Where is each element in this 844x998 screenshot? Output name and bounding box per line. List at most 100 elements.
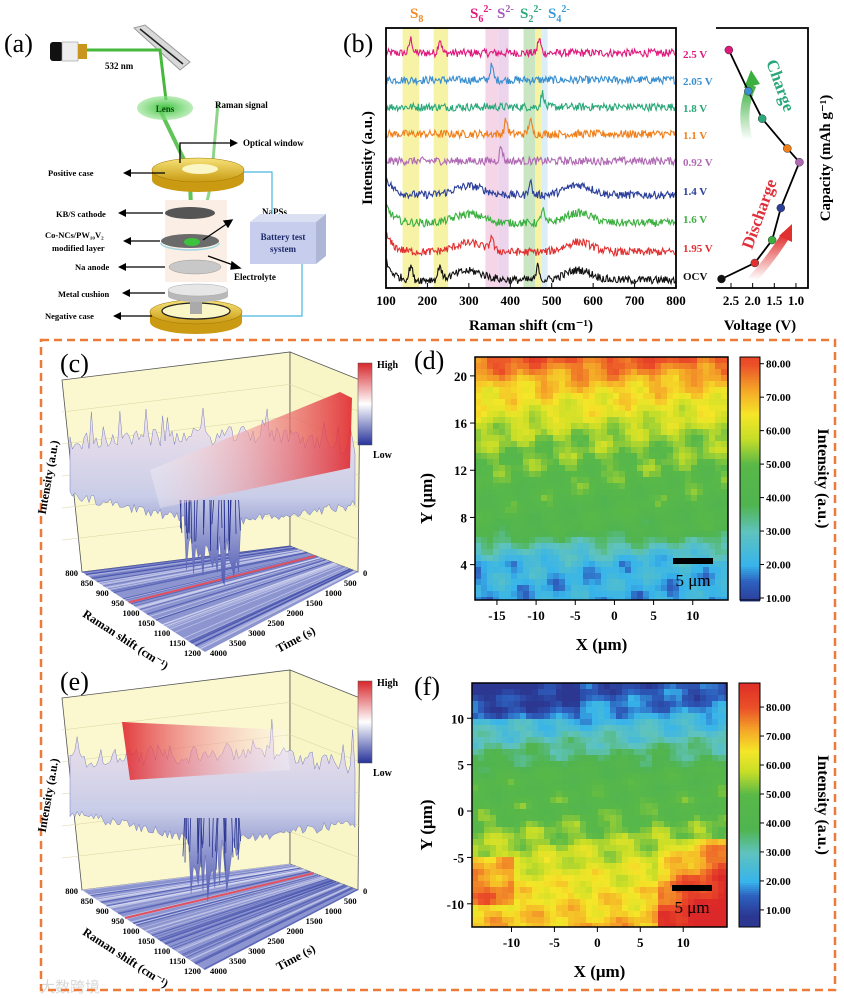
heatmap-cell <box>598 707 605 714</box>
colorbar-segment <box>739 921 760 924</box>
heatmap-cell <box>694 857 701 864</box>
heatmap-cell <box>505 597 512 601</box>
heatmap-cell <box>577 393 584 400</box>
heatmap-cell <box>514 743 521 750</box>
heatmap-cell <box>634 833 641 840</box>
heatmap-cell <box>571 597 578 601</box>
heatmap-cell <box>475 465 482 472</box>
heatmap-cell <box>718 797 725 804</box>
heatmap-cell <box>508 773 515 780</box>
heatmap-cell <box>523 411 530 418</box>
heatmap-cell <box>544 785 551 792</box>
heatmap-cell <box>478 737 485 744</box>
heatmap-cell <box>577 399 584 406</box>
heatmap-cell <box>544 749 551 756</box>
heatmap-cell <box>538 797 545 804</box>
heatmap-cell <box>697 429 704 436</box>
heatmap-cell <box>598 731 605 738</box>
colorbar-tick-label: 50.00 <box>766 459 791 471</box>
heatmap-cell <box>550 911 557 918</box>
heatmap-cell <box>607 585 614 592</box>
heatmap-cell <box>577 549 584 556</box>
heatmap-cell <box>688 893 695 900</box>
colorbar-segment <box>739 811 760 814</box>
heatmap-cell <box>562 809 569 816</box>
heatmap-cell <box>712 923 719 928</box>
heatmap-cell <box>595 393 602 400</box>
heatmap-cell <box>622 917 629 924</box>
heatmap-cell <box>652 851 659 858</box>
colorbar-segment <box>739 785 760 788</box>
heatmap-cell <box>679 573 686 580</box>
heatmap-cell <box>487 465 494 472</box>
heatmap-cell <box>535 507 542 514</box>
heatmap-cell <box>505 387 512 394</box>
heatmap-cell <box>520 755 527 762</box>
raman-shift-tick-label: 950 <box>111 598 124 608</box>
heatmap-cell <box>703 567 710 574</box>
surface-spike <box>203 499 205 535</box>
heatmap-cell <box>481 567 488 574</box>
heatmap-cell <box>550 719 557 726</box>
heatmap-cell <box>622 827 629 834</box>
heatmap-cell <box>535 495 542 502</box>
heatmap-cell <box>631 471 638 478</box>
heatmap-cell <box>628 887 635 894</box>
heatmap-cell <box>559 465 566 472</box>
heatmap-cell <box>634 713 641 720</box>
heatmap-cell <box>694 707 701 714</box>
heatmap-cell <box>571 453 578 460</box>
colorbar-segment <box>739 845 760 848</box>
heatmap-cell <box>652 713 659 720</box>
heatmap-cell <box>598 833 605 840</box>
colorbar-segment <box>740 577 760 580</box>
heatmap-cell <box>559 507 566 514</box>
heatmap-cell <box>637 357 644 364</box>
heatmap-cell <box>535 561 542 568</box>
heatmap-cell <box>487 357 494 364</box>
heatmap-cell <box>538 875 545 882</box>
heatmap-cell <box>703 405 710 412</box>
heatmap-cell <box>583 513 590 520</box>
heatmap-cell <box>472 779 479 786</box>
heatmap-cell <box>481 507 488 514</box>
heatmap-cell <box>613 429 620 436</box>
heatmap-cell <box>697 543 704 550</box>
colorbar-segment <box>739 789 760 792</box>
heatmap-cell <box>619 543 626 550</box>
heatmap-cell <box>586 755 593 762</box>
heatmap-cell <box>550 683 557 690</box>
heatmap-cell <box>712 707 719 714</box>
heatmap-cell <box>667 441 674 448</box>
heatmap-cell <box>649 525 656 532</box>
heatmap-cell <box>709 453 716 460</box>
capacity-voltage-plot: Charge Discharge 2.5 2.0 1.5 1.0 Voltage (V… <box>716 27 834 334</box>
heatmap-cell <box>517 501 524 508</box>
colorbar-segment <box>739 809 760 812</box>
heatmap-cell <box>571 447 578 454</box>
heatmap-cell <box>652 899 659 906</box>
heatmap-cell <box>649 405 656 412</box>
heatmap-cell <box>628 833 635 840</box>
heatmap-cell <box>703 519 710 526</box>
colorbar-segment <box>739 729 760 732</box>
heatmap-cell <box>721 399 728 406</box>
heatmap-cell <box>703 597 710 601</box>
heatmap-cell <box>706 917 713 924</box>
x-tick-label: 0 <box>611 608 618 623</box>
heatmap-cell <box>589 411 596 418</box>
x-tick-label: -15 <box>488 608 506 623</box>
heatmap-cell <box>709 567 716 574</box>
heatmap-cell <box>499 387 506 394</box>
heatmap-cell <box>712 785 719 792</box>
heatmap-cell <box>589 441 596 448</box>
colorbar-tick-label: 80.00 <box>766 702 791 714</box>
heatmap-cell <box>661 489 668 496</box>
heatmap-cell <box>520 695 527 702</box>
heatmap-cell <box>676 749 683 756</box>
heatmap-cell <box>511 363 518 370</box>
heatmap-cell <box>724 713 728 720</box>
heatmap-cell <box>580 893 587 900</box>
heatmap-cell <box>640 779 647 786</box>
modified-layer-label: Co-NCs/PW₁₀V₂ <box>45 230 104 240</box>
